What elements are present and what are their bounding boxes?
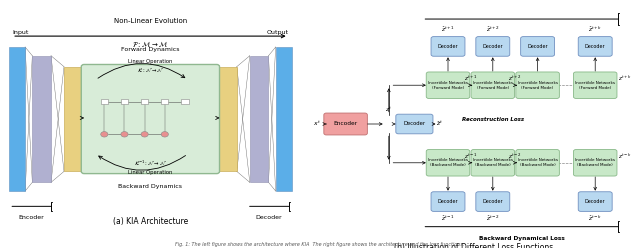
Text: (a) KIA Architecture: (a) KIA Architecture — [113, 217, 188, 226]
Text: Decoder: Decoder — [438, 199, 458, 204]
Text: Backward Dynamical Loss: Backward Dynamical Loss — [479, 236, 564, 241]
Text: Invertible Networks
(Forward Mode): Invertible Networks (Forward Mode) — [473, 81, 513, 90]
FancyBboxPatch shape — [471, 72, 515, 98]
FancyBboxPatch shape — [579, 37, 612, 56]
FancyBboxPatch shape — [521, 37, 554, 56]
Text: $z^t$: $z^t$ — [385, 105, 392, 114]
Text: Encoder: Encoder — [333, 122, 358, 126]
FancyBboxPatch shape — [516, 150, 559, 176]
Text: $z^{t-1}$: $z^{t-1}$ — [463, 151, 477, 160]
Text: Output: Output — [267, 30, 289, 35]
Bar — [100, 99, 108, 104]
Text: Forward Dynamics: Forward Dynamics — [121, 47, 180, 52]
Text: Reconstruction Loss: Reconstruction Loss — [462, 117, 525, 122]
Circle shape — [100, 132, 108, 137]
Bar — [141, 99, 148, 104]
FancyBboxPatch shape — [579, 192, 612, 211]
Text: $\hat{z}^{t-k}$: $\hat{z}^{t-k}$ — [588, 214, 602, 223]
Text: $z^{t+1}$: $z^{t+1}$ — [463, 74, 477, 83]
Text: $\mathcal{K} : \mathcal{N} \rightarrow \mathcal{N}$: $\mathcal{K} : \mathcal{N} \rightarrow \… — [137, 66, 164, 74]
FancyBboxPatch shape — [516, 72, 559, 98]
Text: $z^{t+2}$: $z^{t+2}$ — [508, 74, 522, 83]
Text: $\hat{z}^{t-2}$: $\hat{z}^{t-2}$ — [486, 214, 500, 223]
Bar — [217, 67, 237, 171]
Text: $\hat{z}^{t+k}$: $\hat{z}^{t+k}$ — [588, 25, 602, 34]
Text: Linear Operation: Linear Operation — [128, 170, 173, 175]
FancyBboxPatch shape — [431, 192, 465, 211]
FancyBboxPatch shape — [476, 192, 509, 211]
Text: Invertible Networks
(Backward Mode): Invertible Networks (Backward Mode) — [518, 158, 557, 167]
Bar — [33, 56, 51, 182]
Circle shape — [121, 132, 128, 137]
Circle shape — [141, 132, 148, 137]
FancyBboxPatch shape — [426, 72, 470, 98]
Bar — [64, 67, 84, 171]
Text: Fig. 1: The left figure shows the architecture where KIA  The right figure shows: Fig. 1: The left figure shows the archit… — [175, 242, 465, 247]
Text: Linear Operation: Linear Operation — [128, 59, 173, 64]
Text: Decoder: Decoder — [585, 199, 605, 204]
Bar — [10, 47, 25, 191]
FancyBboxPatch shape — [426, 150, 470, 176]
Text: Decoder: Decoder — [585, 44, 605, 49]
Text: Invertible Networks
(Forward Mode): Invertible Networks (Forward Mode) — [428, 81, 468, 90]
Text: $\hat{z}^t$: $\hat{z}^t$ — [436, 120, 444, 128]
Text: Backward Dynamics: Backward Dynamics — [118, 184, 182, 189]
Text: Non-Linear Evolution: Non-Linear Evolution — [114, 18, 187, 24]
FancyBboxPatch shape — [471, 150, 515, 176]
Text: $z^{t-2}$: $z^{t-2}$ — [508, 151, 522, 160]
Text: $\hat{z}^{t+1}$: $\hat{z}^{t+1}$ — [441, 25, 455, 34]
FancyBboxPatch shape — [573, 150, 617, 176]
Text: Decoder: Decoder — [256, 215, 282, 220]
Text: $\hat{z}^{t-1}$: $\hat{z}^{t-1}$ — [441, 214, 455, 223]
Text: Invertible Networks
(Forward Mode): Invertible Networks (Forward Mode) — [575, 81, 615, 90]
Text: $z^{t-k}$: $z^{t-k}$ — [618, 151, 631, 160]
Text: Input: Input — [12, 30, 29, 35]
Text: $z^{t+k}$: $z^{t+k}$ — [618, 74, 631, 83]
Text: $\hat{z}^{t+2}$: $\hat{z}^{t+2}$ — [486, 25, 500, 34]
Text: Decoder: Decoder — [438, 44, 458, 49]
Bar — [276, 47, 292, 191]
FancyBboxPatch shape — [81, 64, 220, 174]
Text: Invertible Networks
(Backward Mode): Invertible Networks (Backward Mode) — [428, 158, 468, 167]
FancyBboxPatch shape — [476, 37, 509, 56]
Bar — [121, 99, 128, 104]
Text: Decoder: Decoder — [483, 44, 503, 49]
Text: $\mathcal{F} : \mathcal{M} \rightarrow \mathcal{M}$: $\mathcal{F} : \mathcal{M} \rightarrow \… — [132, 39, 168, 49]
Bar — [181, 99, 189, 104]
Text: Invertible Networks
(Backward Mode): Invertible Networks (Backward Mode) — [473, 158, 513, 167]
Text: (b) Illustration of Different Loss Functions: (b) Illustration of Different Loss Funct… — [394, 243, 553, 248]
Bar — [161, 99, 168, 104]
Text: Encoder: Encoder — [19, 215, 45, 220]
Bar — [250, 56, 269, 182]
FancyBboxPatch shape — [396, 114, 433, 134]
Text: $x^t$: $x^t$ — [313, 120, 321, 128]
FancyBboxPatch shape — [573, 72, 617, 98]
Text: Decoder: Decoder — [483, 199, 503, 204]
Text: Invertible Networks
(Backward Mode): Invertible Networks (Backward Mode) — [575, 158, 615, 167]
Text: $\mathcal{K}^{-1} : \mathcal{N} \rightarrow \mathcal{N}$: $\mathcal{K}^{-1} : \mathcal{N} \rightar… — [134, 159, 167, 168]
FancyBboxPatch shape — [324, 113, 367, 135]
Text: Decoder: Decoder — [403, 122, 426, 126]
Circle shape — [161, 132, 168, 137]
Text: Invertible Networks
(Forward Mode): Invertible Networks (Forward Mode) — [518, 81, 557, 90]
FancyBboxPatch shape — [431, 37, 465, 56]
Text: Decoder: Decoder — [527, 44, 548, 49]
